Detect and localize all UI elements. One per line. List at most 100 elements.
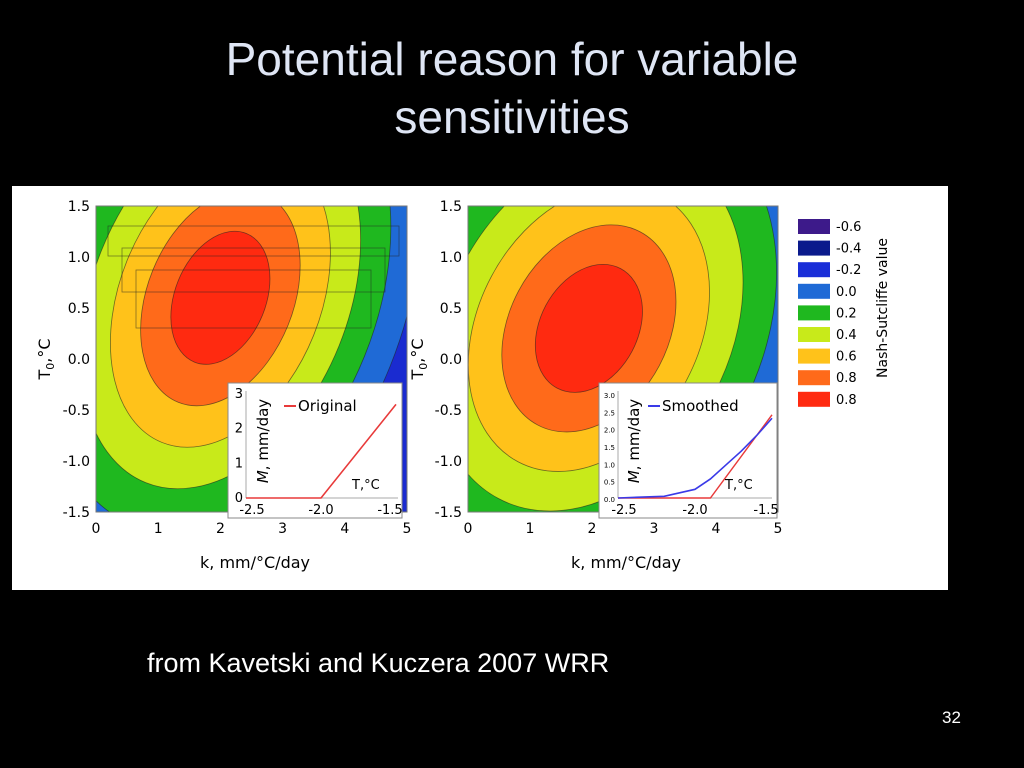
inset-y-tick-label: 0.0 — [604, 496, 615, 504]
legend-swatch — [798, 262, 830, 278]
nash-sutcliffe-legend: -0.6 -0.4 -0.2 0.0 0.2 0.4 0.6 0.8 0.8 — [798, 219, 861, 408]
y-tick-label: -1.5 — [435, 505, 462, 521]
legend-swatch — [798, 327, 830, 342]
inset-y-tick-label: 0.5 — [604, 479, 615, 487]
title-line-2: sensitivities — [394, 91, 630, 143]
legend-label: 0.0 — [836, 285, 857, 300]
inset-smoothed-line — [617, 417, 773, 499]
legend-swatch — [798, 305, 830, 321]
y-tick-label: 1.0 — [68, 250, 90, 266]
legend-swatch — [798, 283, 830, 299]
legend-label: 0.6 — [836, 350, 857, 365]
inset-x-tick-label: -2.0 — [682, 503, 707, 518]
right-y-axis-unit: ,°C — [408, 338, 427, 362]
legend-swatch — [798, 219, 830, 234]
legend-swatch — [798, 240, 830, 256]
right-axes: 1.5 1.0 0.5 0.0 -0.5 -1.0 -1.5 0 1 2 3 4 5 k, mm/°C… — [408, 199, 782, 572]
x-tick-label: 4 — [712, 521, 721, 537]
inset-y-label: M, mm/day — [254, 399, 272, 483]
left-axes: 1.5 1.0 0.5 0.0 -0.5 -1.0 -1.5 0 1 2 3 4 5 k, mm/°C… — [35, 199, 411, 572]
inset-legend-label-smoothed: Smoothed — [662, 397, 739, 415]
contour-step — [121, 247, 386, 293]
x-tick-label: 1 — [526, 521, 535, 537]
figure-svg: 1.5 1.0 0.5 0.0 -0.5 -1.0 -1.5 0 1 2 3 4 5 k, mm/°C… — [35, 199, 891, 572]
y-tick-label: 0.5 — [68, 301, 90, 317]
contour-step — [135, 269, 372, 329]
inset-legend-label-original: Original — [298, 397, 357, 415]
x-tick-label: 2 — [588, 521, 597, 537]
legend-swatch — [798, 391, 830, 407]
contour-band — [534, 264, 643, 393]
inset-x-label: T,°C — [724, 478, 753, 493]
inset-y-tick-label: 1 — [235, 456, 243, 471]
inset-y-tick-label: 2 — [235, 422, 243, 437]
contour-band — [170, 230, 271, 365]
y-tick-label: -1.5 — [63, 505, 90, 521]
figure-panel: 1.5 1.0 0.5 0.0 -0.5 -1.0 -1.5 0 1 2 3 4 5 k, mm/°C… — [12, 186, 948, 590]
inset-y-label-rest: , mm/day — [254, 399, 272, 471]
legend-label: 0.8 — [836, 371, 857, 386]
x-tick-label: 3 — [650, 521, 659, 537]
legend-label: -0.2 — [836, 263, 861, 278]
right-x-axis-label: k, mm/°C/day — [571, 553, 681, 572]
y-tick-label: 1.5 — [68, 199, 90, 215]
legend-label: 0.8 — [836, 393, 857, 408]
x-tick-label: 0 — [464, 521, 473, 537]
slide-title: Potential reason for variable sensitivit… — [0, 30, 1024, 146]
y-tick-label: -1.0 — [435, 454, 462, 470]
x-tick-label: 1 — [154, 521, 163, 537]
inset-x-tick-label: -2.0 — [308, 503, 333, 518]
left-inset: 3 2 1 0-2.5 -2.0 -1.5 Original T,°C M, mm/day — [227, 382, 403, 519]
y-tick-label: -1.0 — [63, 454, 90, 470]
inset-y-tick-label: 0 — [235, 491, 243, 506]
inset-y-label-rest: , mm/day — [625, 399, 643, 471]
inset-y-tick-label: 3 — [235, 387, 243, 402]
legend-swatch — [798, 348, 830, 364]
right-y-axis-label: T0,°C — [408, 338, 430, 380]
inset-original-line — [246, 403, 397, 499]
title-line-1: Potential reason for variable — [225, 33, 799, 85]
inset-y-tick-label: 3.0 — [604, 392, 615, 400]
inset-y-label-italic: M — [625, 470, 643, 483]
right-y-axis-sub: 0 — [417, 363, 430, 370]
x-tick-label: 2 — [216, 521, 225, 537]
y-tick-label: -0.5 — [435, 403, 462, 419]
inset-x-label: T,°C — [351, 478, 380, 493]
left-y-axis-sub: 0 — [44, 363, 57, 370]
y-tick-label: 1.0 — [440, 250, 462, 266]
left-y-axis-label: T0,°C — [35, 338, 57, 380]
inset-x-tick-label: -1.5 — [753, 503, 778, 518]
inset-y-label: M, mm/day — [625, 399, 643, 483]
inset-x-tick-label: -2.5 — [239, 503, 264, 518]
inset-original-line — [618, 414, 773, 499]
x-tick-label: 3 — [278, 521, 287, 537]
y-tick-label: 0.0 — [68, 352, 90, 368]
right-y-axis-main: T — [408, 370, 427, 381]
x-tick-label: 0 — [92, 521, 101, 537]
left-y-axis-unit: ,°C — [35, 338, 54, 362]
inset-y-tick-label: 2.0 — [604, 427, 615, 435]
legend-title: Nash-Sutcliffe value — [875, 238, 891, 378]
x-tick-label: 5 — [774, 521, 783, 537]
inset-y-tick-label: 1.5 — [604, 444, 615, 452]
legend-label: 0.2 — [836, 306, 857, 321]
y-tick-label: 0.5 — [440, 301, 462, 317]
page-number: 32 — [942, 708, 961, 727]
contour-step — [107, 225, 400, 257]
citation-text: from Kavetski and Kuczera 2007 WRR — [147, 648, 610, 678]
inset-y-tick-label: 2.5 — [604, 409, 615, 417]
legend-label: -0.4 — [836, 242, 861, 257]
left-x-axis-label: k, mm/°C/day — [200, 553, 310, 572]
inset-y-tick-label: 1.0 — [604, 461, 615, 469]
y-tick-label: -0.5 — [63, 403, 90, 419]
x-tick-label: 4 — [340, 521, 349, 537]
y-tick-label: 1.5 — [440, 199, 462, 215]
x-tick-label: 5 — [403, 521, 412, 537]
legend-label: -0.6 — [836, 220, 861, 235]
y-tick-label: 0.0 — [440, 352, 462, 368]
inset-y-label-italic: M — [254, 470, 272, 483]
inset-x-tick-label: -2.5 — [611, 503, 636, 518]
legend-label: 0.4 — [836, 328, 857, 343]
left-y-axis-main: T — [35, 370, 54, 381]
right-inset: 3.0 2.5 2.0 1.5 1.0 0.5 0.0-2.5 -2.0 -1.5 Smooth… — [598, 382, 779, 519]
